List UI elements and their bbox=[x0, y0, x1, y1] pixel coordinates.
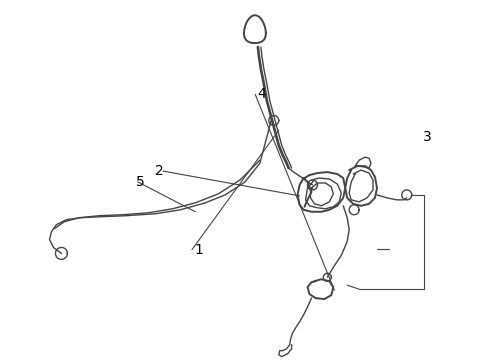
Text: 1: 1 bbox=[194, 243, 203, 257]
Text: 3: 3 bbox=[422, 130, 431, 144]
Text: 2: 2 bbox=[155, 164, 164, 178]
Text: 5: 5 bbox=[136, 175, 145, 189]
Text: 4: 4 bbox=[257, 87, 266, 101]
